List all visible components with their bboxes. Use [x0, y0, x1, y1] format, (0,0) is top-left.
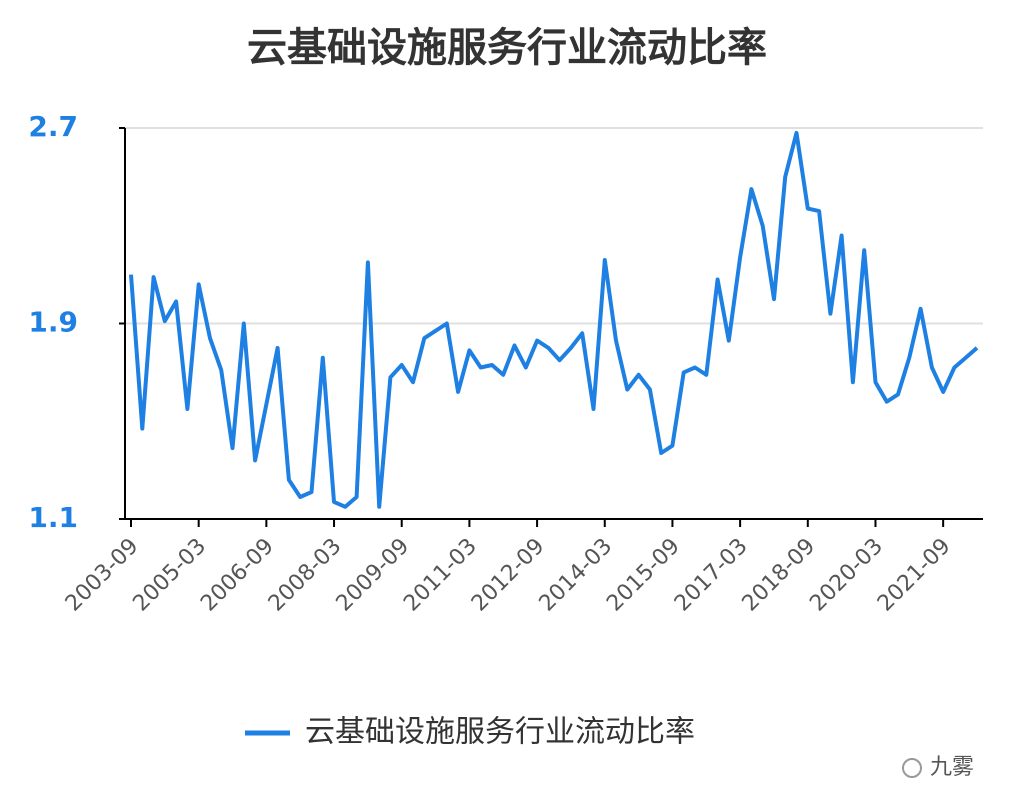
y-tick-label: 2.7: [28, 110, 78, 143]
data-line: [129, 130, 979, 509]
y-tick-label: 1.9: [28, 306, 78, 339]
y-tick-label: 1.1: [28, 501, 78, 534]
watermark-icon: [902, 758, 922, 778]
chart-title: 云基础设施服务行业流动比率: [247, 25, 767, 71]
legend-label: 云基础设施服务行业流动比率: [305, 715, 695, 750]
watermark: 九雾: [930, 755, 974, 780]
